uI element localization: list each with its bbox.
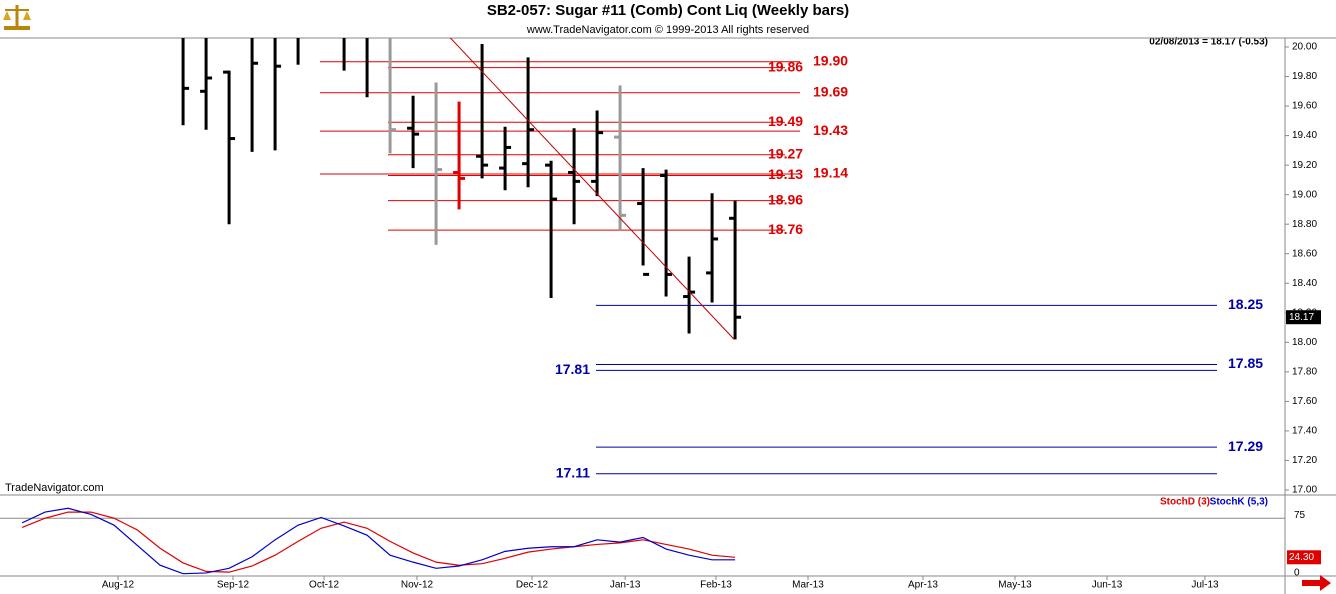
x-tick-label: Nov-12	[401, 580, 434, 591]
status: 02/08/2013 = 18.17 (-0.53)	[1149, 37, 1268, 48]
watermark: TradeNavigator.com	[5, 482, 104, 494]
level-label: 19.90	[813, 52, 848, 68]
last-price-box	[1286, 310, 1321, 325]
scroll-arrow[interactable]	[1302, 575, 1331, 591]
subtitle: www.TradeNavigator.com © 1999-2013 All r…	[526, 24, 809, 36]
level-label: 19.49	[768, 113, 803, 129]
title: SB2-057: Sugar #11 (Comb) Cont Liq (Week…	[487, 2, 849, 19]
level-label: 17.29	[1228, 438, 1263, 454]
x-tick-label: Oct-12	[309, 580, 339, 591]
level-label: 19.69	[813, 83, 848, 99]
y-tick-label: 17.40	[1292, 426, 1317, 437]
legend-entry: StochK (5,3)	[1210, 497, 1268, 508]
level-label: 19.27	[768, 146, 803, 162]
trendline	[449, 38, 735, 340]
stoch-line	[21, 507, 736, 575]
x-tick-label: Apr-13	[908, 580, 938, 591]
y-tick-label: 17.00	[1292, 485, 1317, 496]
y-tick-label: 19.00	[1292, 189, 1317, 200]
y-tick-label: 17.80	[1292, 366, 1317, 377]
y-tick-label: 19.40	[1292, 130, 1317, 141]
last-value-box	[1287, 550, 1321, 565]
legend-entry: StochD (3)	[1160, 497, 1210, 508]
y-tick-label: 0	[1294, 568, 1300, 579]
y-tick-label: 75	[1294, 510, 1306, 521]
level-label: 18.96	[768, 191, 803, 207]
logo	[3, 5, 31, 30]
level-label: 18.76	[768, 221, 803, 237]
level-label: 19.14	[813, 165, 848, 181]
level-label: 19.13	[768, 166, 803, 182]
x-tick-label: Jul-13	[1191, 580, 1219, 591]
x-tick-label: Mar-13	[792, 580, 824, 591]
y-tick-label: 19.20	[1292, 160, 1317, 171]
last-price-label: 18.17	[1289, 312, 1314, 323]
level-label: 17.81	[555, 361, 590, 377]
level-label: 19.86	[768, 58, 803, 74]
x-tick-label: Aug-12	[102, 580, 135, 591]
y-tick-label: 18.80	[1292, 219, 1317, 230]
y-tick-label: 18.00	[1292, 337, 1317, 348]
last-value-label: 24.30	[1289, 552, 1314, 563]
x-tick-label: Jun-13	[1092, 580, 1123, 591]
x-tick-label: Sep-12	[217, 580, 250, 591]
x-tick-label: May-13	[998, 580, 1032, 591]
x-tick-label: Jan-13	[610, 580, 641, 591]
y-tick-label: 17.60	[1292, 396, 1317, 407]
stoch-line	[21, 511, 736, 573]
y-tick-label: 19.60	[1292, 101, 1317, 112]
level-label: 18.25	[1228, 296, 1263, 312]
level-label: 19.43	[813, 122, 848, 138]
y-tick-label: 20.00	[1292, 42, 1317, 53]
y-tick-label: 18.40	[1292, 278, 1317, 289]
y-tick-label: 19.80	[1292, 71, 1317, 82]
x-tick-label: Feb-13	[700, 580, 732, 591]
level-label: 17.85	[1228, 355, 1263, 371]
y-tick-label: 18.60	[1292, 248, 1317, 259]
level-label: 17.11	[556, 464, 590, 480]
y-tick-label: 17.20	[1292, 455, 1317, 466]
x-tick-label: Dec-12	[516, 580, 549, 591]
